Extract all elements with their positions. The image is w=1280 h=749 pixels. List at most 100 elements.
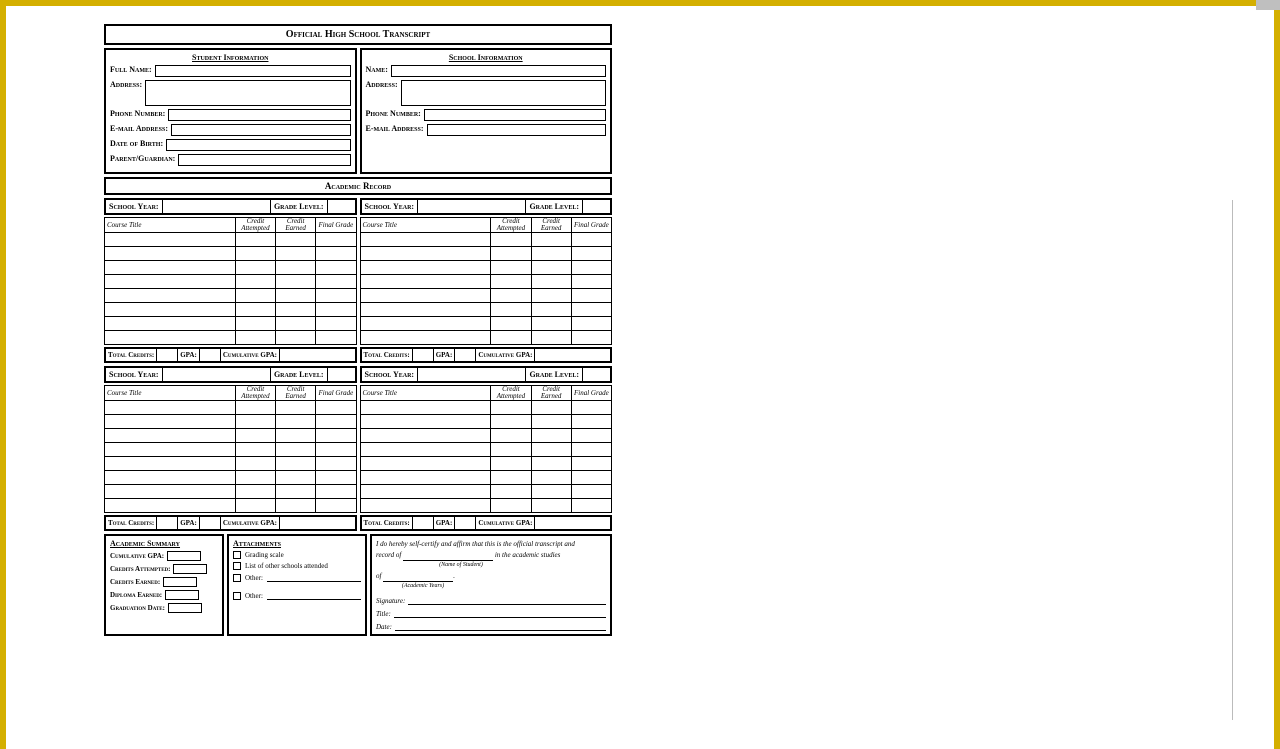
credit-earn-cell[interactable] bbox=[276, 401, 316, 415]
grade-cell[interactable] bbox=[571, 247, 611, 261]
grade-cell[interactable] bbox=[316, 457, 356, 471]
course-title-cell[interactable] bbox=[360, 289, 491, 303]
grade-cell[interactable] bbox=[571, 233, 611, 247]
total-credits-field[interactable] bbox=[412, 349, 434, 361]
credit-att-cell[interactable] bbox=[491, 485, 531, 499]
credit-earn-cell[interactable] bbox=[531, 303, 571, 317]
grade-cell[interactable] bbox=[571, 289, 611, 303]
cred-earn-field[interactable] bbox=[163, 577, 197, 587]
grade-cell[interactable] bbox=[316, 317, 356, 331]
credit-att-cell[interactable] bbox=[491, 289, 531, 303]
credit-att-cell[interactable] bbox=[491, 415, 531, 429]
grade-level-field[interactable] bbox=[582, 200, 610, 213]
grade-cell[interactable] bbox=[571, 317, 611, 331]
credit-att-cell[interactable] bbox=[235, 401, 275, 415]
grading-checkbox[interactable] bbox=[233, 551, 241, 559]
grade-cell[interactable] bbox=[571, 331, 611, 345]
course-title-cell[interactable] bbox=[105, 485, 236, 499]
course-title-cell[interactable] bbox=[360, 499, 491, 513]
gpa-field[interactable] bbox=[454, 349, 476, 361]
other2-field[interactable] bbox=[267, 591, 361, 600]
course-title-cell[interactable] bbox=[360, 443, 491, 457]
course-title-cell[interactable] bbox=[105, 289, 236, 303]
course-title-cell[interactable] bbox=[360, 303, 491, 317]
credit-earn-cell[interactable] bbox=[531, 247, 571, 261]
credit-att-cell[interactable] bbox=[491, 457, 531, 471]
credit-att-cell[interactable] bbox=[235, 303, 275, 317]
credit-earn-cell[interactable] bbox=[531, 471, 571, 485]
grade-cell[interactable] bbox=[316, 275, 356, 289]
grade-cell[interactable] bbox=[316, 429, 356, 443]
grade-level-field[interactable] bbox=[582, 368, 610, 381]
credit-att-cell[interactable] bbox=[235, 415, 275, 429]
credit-earn-cell[interactable] bbox=[531, 289, 571, 303]
grade-cell[interactable] bbox=[316, 471, 356, 485]
cert-years-field[interactable] bbox=[383, 573, 453, 582]
credit-earn-cell[interactable] bbox=[531, 443, 571, 457]
credit-earn-cell[interactable] bbox=[276, 415, 316, 429]
credit-att-cell[interactable] bbox=[235, 247, 275, 261]
credit-earn-cell[interactable] bbox=[531, 331, 571, 345]
grade-cell[interactable] bbox=[316, 233, 356, 247]
school-name-field[interactable] bbox=[391, 65, 606, 77]
credit-att-cell[interactable] bbox=[235, 261, 275, 275]
guardian-field[interactable] bbox=[178, 154, 350, 166]
other1-field[interactable] bbox=[267, 573, 361, 582]
grade-cell[interactable] bbox=[316, 485, 356, 499]
grade-cell[interactable] bbox=[316, 401, 356, 415]
credit-att-cell[interactable] bbox=[235, 457, 275, 471]
credit-att-cell[interactable] bbox=[491, 401, 531, 415]
credit-earn-cell[interactable] bbox=[276, 275, 316, 289]
grade-level-field[interactable] bbox=[327, 200, 355, 213]
course-title-cell[interactable] bbox=[105, 303, 236, 317]
cum-gpa-field[interactable] bbox=[279, 517, 305, 529]
cum-gpa-field[interactable] bbox=[279, 349, 305, 361]
credit-att-cell[interactable] bbox=[491, 331, 531, 345]
credit-att-cell[interactable] bbox=[491, 275, 531, 289]
credit-att-cell[interactable] bbox=[235, 331, 275, 345]
course-title-cell[interactable] bbox=[105, 275, 236, 289]
course-title-cell[interactable] bbox=[360, 275, 491, 289]
grade-cell[interactable] bbox=[571, 429, 611, 443]
grade-cell[interactable] bbox=[571, 443, 611, 457]
credit-earn-cell[interactable] bbox=[531, 317, 571, 331]
grade-cell[interactable] bbox=[316, 499, 356, 513]
course-title-cell[interactable] bbox=[360, 401, 491, 415]
credit-att-cell[interactable] bbox=[491, 499, 531, 513]
grade-cell[interactable] bbox=[571, 303, 611, 317]
credit-earn-cell[interactable] bbox=[276, 485, 316, 499]
grade-cell[interactable] bbox=[316, 443, 356, 457]
credit-earn-cell[interactable] bbox=[531, 485, 571, 499]
credit-earn-cell[interactable] bbox=[276, 331, 316, 345]
credit-att-cell[interactable] bbox=[491, 471, 531, 485]
credit-att-cell[interactable] bbox=[235, 275, 275, 289]
cred-att-field[interactable] bbox=[173, 564, 207, 574]
credit-att-cell[interactable] bbox=[235, 485, 275, 499]
credit-att-cell[interactable] bbox=[491, 303, 531, 317]
credit-att-cell[interactable] bbox=[491, 247, 531, 261]
grad-date-field[interactable] bbox=[168, 603, 202, 613]
credit-earn-cell[interactable] bbox=[276, 457, 316, 471]
course-title-cell[interactable] bbox=[105, 457, 236, 471]
credit-earn-cell[interactable] bbox=[531, 457, 571, 471]
cum-gpa-field[interactable] bbox=[534, 349, 560, 361]
credit-earn-cell[interactable] bbox=[531, 275, 571, 289]
grade-cell[interactable] bbox=[571, 275, 611, 289]
school-phone-field[interactable] bbox=[424, 109, 606, 121]
credit-earn-cell[interactable] bbox=[276, 247, 316, 261]
credit-earn-cell[interactable] bbox=[276, 233, 316, 247]
credit-att-cell[interactable] bbox=[235, 233, 275, 247]
grade-cell[interactable] bbox=[316, 261, 356, 275]
cert-student-field[interactable] bbox=[403, 552, 493, 561]
course-title-cell[interactable] bbox=[105, 317, 236, 331]
student-phone-field[interactable] bbox=[168, 109, 350, 121]
cum-gpa-field[interactable] bbox=[167, 551, 201, 561]
other1-checkbox[interactable] bbox=[233, 574, 241, 582]
credit-att-cell[interactable] bbox=[491, 261, 531, 275]
total-credits-field[interactable] bbox=[412, 517, 434, 529]
grade-cell[interactable] bbox=[316, 331, 356, 345]
grade-cell[interactable] bbox=[571, 261, 611, 275]
course-title-cell[interactable] bbox=[360, 331, 491, 345]
school-year-field[interactable] bbox=[417, 200, 526, 213]
school-year-field[interactable] bbox=[162, 200, 271, 213]
